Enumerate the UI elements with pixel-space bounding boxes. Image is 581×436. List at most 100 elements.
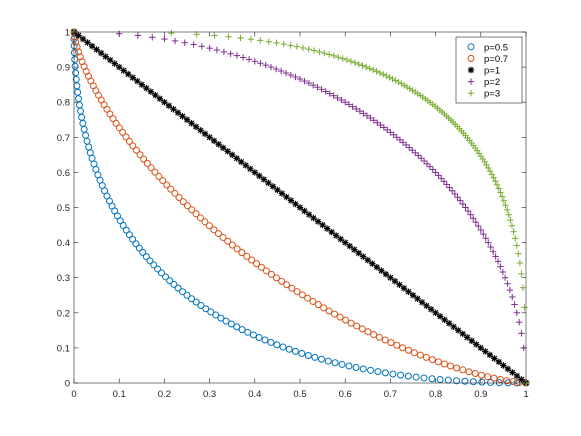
data-point [112,119,120,127]
data-point [511,301,518,308]
data-point [500,197,508,204]
data-point [392,77,399,84]
marker-stroke [84,39,91,46]
legend-label: p=0.7 [484,54,508,65]
data-point [224,237,232,245]
marker-stroke [233,155,240,162]
data-point [386,74,393,81]
data-point [305,79,313,87]
marker-stroke [360,253,367,260]
data-point [161,35,168,43]
data-point [292,73,299,81]
data-point [255,334,263,342]
data-point [461,377,469,385]
x-tick-label: 0 [71,389,76,400]
data-point [328,228,335,236]
data-point [278,277,286,285]
data-point [207,308,215,316]
data-point [304,351,312,359]
data-point [389,370,397,378]
data-point [370,117,378,124]
data-point [513,309,521,316]
data-point [477,344,484,352]
data-point [456,197,464,204]
data-point [260,176,268,183]
data-point [154,265,162,273]
data-point [201,218,209,226]
x-tick-label: 0.4 [248,389,261,400]
data-point [74,88,82,96]
data-point [109,115,117,123]
data-point [88,42,96,50]
data-point [213,46,221,54]
series-p=1 [70,28,530,387]
data-point [440,178,448,185]
data-point [382,270,390,278]
data-point [125,70,132,78]
marker-stroke [247,166,254,172]
legend-marker [467,43,475,51]
data-point [280,40,287,48]
data-point [238,158,245,166]
data-point [188,120,195,127]
x-tick-label: 0.7 [384,389,397,400]
data-point [370,331,378,339]
data-point [436,375,444,383]
data-point [283,193,290,201]
marker-stroke [491,355,498,362]
data-point [190,41,197,48]
data-point [373,68,380,75]
data-point [129,235,137,243]
data-point [429,166,436,173]
data-point [170,106,177,113]
data-point [334,94,341,102]
data-point [140,155,148,163]
data-point [367,366,375,374]
data-point [459,330,466,338]
data-point [396,281,403,288]
data-point [272,274,280,282]
legend-label: p=3 [484,89,500,100]
x-tick-label: 1 [523,389,528,400]
data-point [464,334,471,341]
data-point [320,304,328,312]
data-point [142,253,150,261]
data-point [171,189,179,197]
data-point [71,56,79,64]
data-point [518,330,525,337]
data-point [511,235,519,242]
data-point [423,160,431,168]
data-point [387,339,395,347]
data-point [70,49,78,57]
marker-stroke [138,81,145,88]
marker-stroke [220,145,226,151]
data-point [238,326,246,334]
x-tick-label: 0.3 [203,389,216,400]
data-point [247,165,254,173]
data-point [515,250,522,257]
marker-stroke [514,373,520,379]
data-point [159,177,167,185]
legend-entry: p=0.5 [467,42,508,53]
data-point [233,245,241,253]
data-point [498,193,506,200]
data-point [355,60,362,68]
data-point [210,137,218,145]
marker-stroke [125,71,132,77]
marker-stroke [505,366,511,372]
data-point [162,273,170,281]
marker-stroke [297,204,303,211]
data-point [509,369,516,376]
data-point [292,200,299,208]
data-point [83,137,91,145]
data-point [75,48,83,56]
legend-entry: p=3 [467,89,500,100]
data-point [227,320,235,328]
marker-stroke [509,369,516,376]
data-point [337,235,344,243]
marker-stroke [374,264,380,270]
data-point [504,280,511,287]
data-point [319,221,326,229]
legend-label: p=2 [484,77,500,88]
data-point [369,66,377,74]
